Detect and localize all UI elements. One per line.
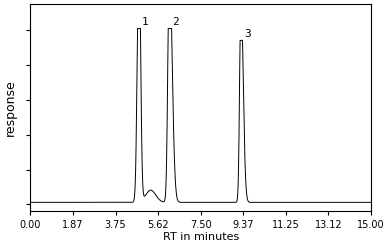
Text: 1: 1 — [142, 17, 149, 27]
Text: 2: 2 — [173, 17, 179, 27]
Y-axis label: response: response — [4, 79, 17, 136]
X-axis label: RT in minutes: RT in minutes — [163, 232, 239, 242]
Text: 3: 3 — [244, 29, 251, 39]
